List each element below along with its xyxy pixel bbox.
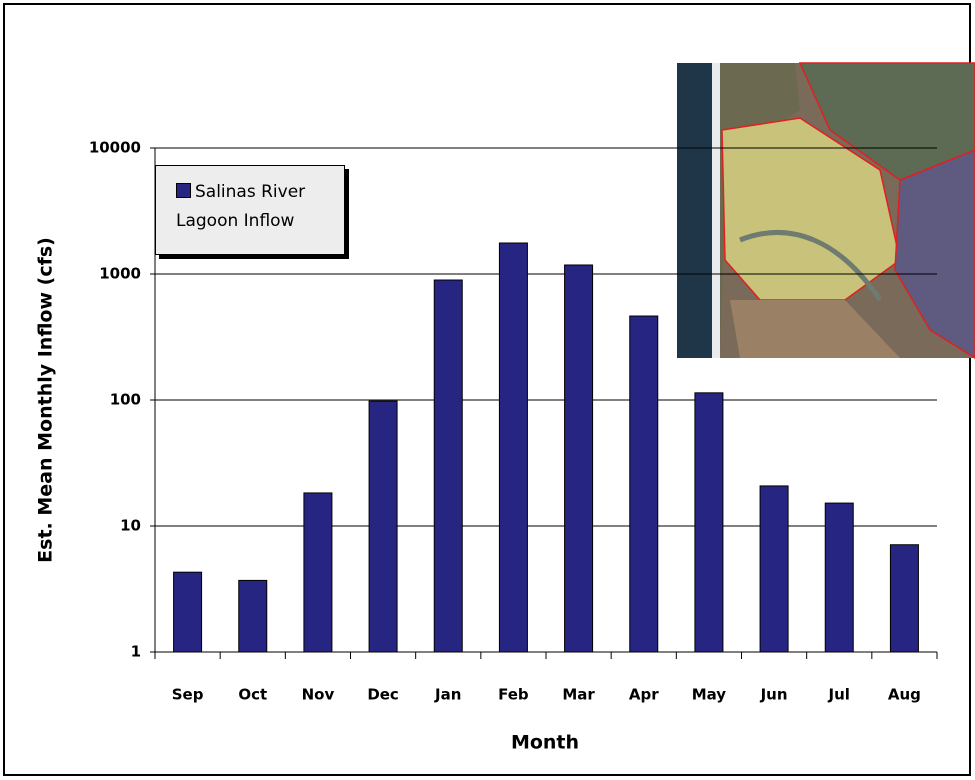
bar xyxy=(889,544,919,653)
inset-aerial-photo xyxy=(677,62,975,359)
x-tick-label: May xyxy=(692,686,727,704)
y-tick-label: 10 xyxy=(120,517,141,535)
y-tick-label: 10000 xyxy=(89,139,141,157)
x-axis-title: Month xyxy=(511,732,579,754)
x-tick-label: Jun xyxy=(760,686,788,704)
bar xyxy=(303,492,333,653)
legend-label: Salinas River Lagoon Inflow xyxy=(176,182,306,231)
x-tick-label: Sep xyxy=(172,686,204,704)
x-tick-label: Jan xyxy=(434,686,461,704)
x-tick-label: Jul xyxy=(828,686,850,704)
bar xyxy=(498,242,528,653)
x-tick-label: Mar xyxy=(562,686,595,704)
x-tick-label: Apr xyxy=(629,686,659,704)
x-tick-label: Aug xyxy=(888,686,921,704)
legend: Salinas River Lagoon Inflow xyxy=(155,165,345,255)
y-tick-label: 100 xyxy=(110,391,141,409)
bar xyxy=(564,264,594,653)
y-tick-label: 1000 xyxy=(99,265,141,283)
bar xyxy=(368,400,398,653)
bar xyxy=(629,315,659,653)
y-tick-label: 1 xyxy=(131,643,141,661)
bar xyxy=(824,502,854,653)
bar xyxy=(694,392,724,653)
x-tick-label: Dec xyxy=(367,686,399,704)
x-tick-label: Feb xyxy=(498,686,529,704)
bar xyxy=(238,579,268,653)
bar xyxy=(759,485,789,653)
y-axis-title: Est. Mean Monthly Inflow (cfs) xyxy=(35,237,57,563)
x-tick-label: Nov xyxy=(302,686,335,704)
x-tick-label: Oct xyxy=(238,686,267,704)
legend-swatch xyxy=(176,183,191,198)
bar xyxy=(173,571,203,653)
bar xyxy=(433,279,463,653)
